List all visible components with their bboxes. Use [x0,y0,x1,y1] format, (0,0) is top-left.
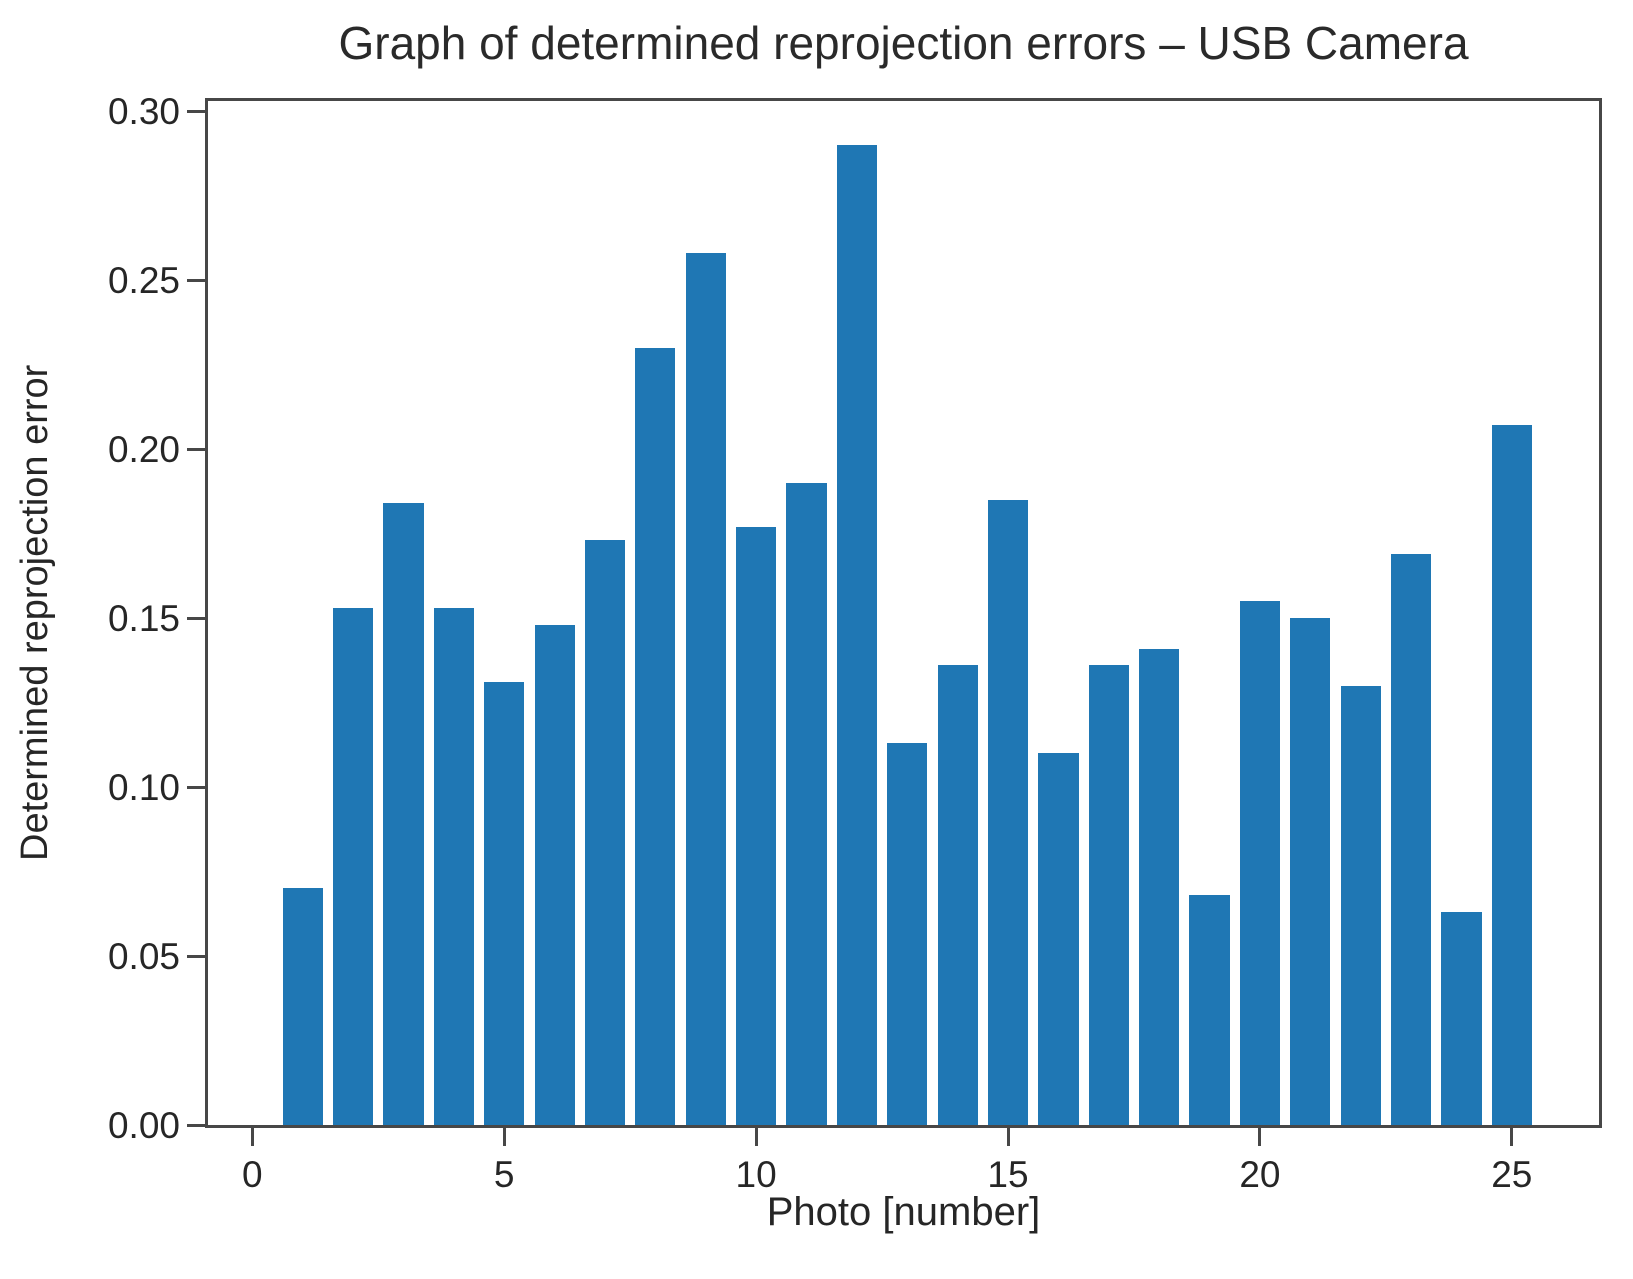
bar-photo-14 [937,665,978,1125]
bar-photo-24 [1441,912,1482,1125]
bar-photo-19 [1189,895,1230,1125]
bar-photo-13 [887,743,928,1125]
y-tick-mark [187,447,205,451]
bar-photo-9 [685,253,726,1125]
y-tick-label: 0.10 [107,767,180,808]
bar-photo-20 [1239,601,1281,1125]
y-tick-label: 0.30 [107,91,180,133]
bar-photo-4 [433,607,474,1125]
y-tick-label: 0.20 [107,429,180,471]
x-tick-mark [1006,1128,1010,1146]
bar-photo-17 [1088,665,1129,1125]
bar-photo-5 [484,682,525,1125]
x-tick-label: 10 [735,1154,777,1195]
bar-photo-16 [1038,753,1079,1125]
bar-photo-21 [1290,618,1331,1125]
bar-photo-2 [332,607,374,1125]
y-tick-mark [187,616,205,620]
y-tick-mark [187,278,205,282]
x-tick-mark [754,1128,758,1146]
x-tick-mark [1510,1128,1514,1146]
bar-photo-7 [584,540,626,1125]
y-tick-label: 0.00 [107,1105,180,1146]
x-tick-mark [250,1128,254,1146]
x-tick-mark [1258,1128,1262,1146]
bar-photo-1 [282,888,323,1125]
x-tick-mark [502,1128,506,1146]
bar-photo-6 [534,624,575,1125]
bar-photo-25 [1491,425,1532,1125]
x-axis-label: Photo [number] [766,1190,1041,1234]
x-tick-label: 25 [1491,1154,1533,1195]
y-tick-mark [187,785,205,789]
x-tick-label: 15 [987,1154,1029,1195]
bar-photo-3 [383,503,424,1125]
x-tick-label: 0 [242,1154,263,1195]
y-tick-mark [187,954,205,958]
bar-photo-23 [1390,553,1432,1125]
y-tick-label: 0.25 [107,260,180,302]
bar-photo-15 [987,499,1029,1125]
bar-photo-8 [635,347,676,1125]
bar-photo-18 [1139,648,1180,1125]
bar-photo-10 [736,526,777,1125]
y-tick-label: 0.05 [107,936,180,977]
bars-container [208,101,1599,1125]
y-tick-label: 0.15 [107,598,180,640]
x-tick-label: 20 [1239,1154,1281,1195]
bar-photo-11 [786,482,827,1125]
y-tick-mark [187,1123,205,1127]
y-tick-mark [187,109,205,113]
bar-photo-22 [1340,685,1381,1125]
bar-photo-12 [836,144,877,1125]
chart-title: Graph of determined reprojection errors … [338,17,1469,69]
x-tick-label: 5 [493,1154,515,1195]
